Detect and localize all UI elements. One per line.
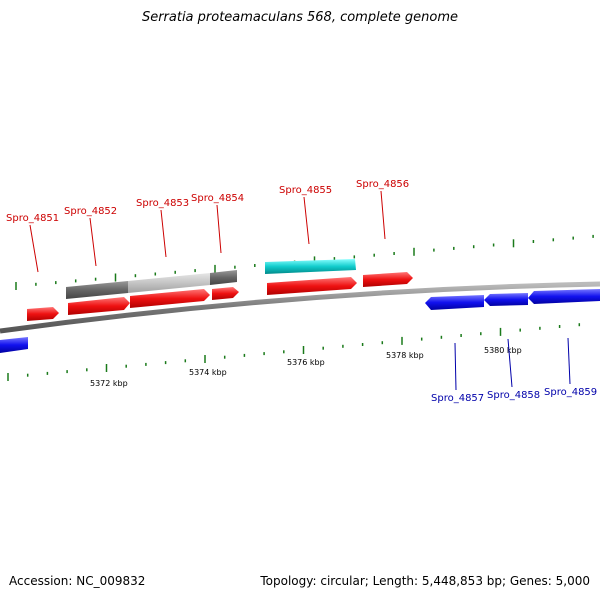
gene-label-spro-4851: Spro_4851 xyxy=(6,213,59,224)
accession-text: Accession: NC_009832 xyxy=(9,574,146,588)
ruler-label: 5374 kbp xyxy=(189,368,227,377)
forward-leaders xyxy=(29,190,386,273)
gene-arrow xyxy=(68,297,130,315)
gene-arrow xyxy=(267,277,357,295)
gene-label-spro-4852: Spro_4852 xyxy=(64,206,117,217)
reverse-genes xyxy=(0,289,600,353)
gene-label-spro-4854: Spro_4854 xyxy=(191,193,244,204)
ruler-ticks xyxy=(7,323,581,381)
gene-label-spro-4856: Spro_4856 xyxy=(356,179,409,190)
gene-arrow xyxy=(130,289,210,308)
cyan-feature xyxy=(265,259,356,274)
ruler-label: 5380 kbp xyxy=(484,346,522,355)
gene-label-spro-4855: Spro_4855 xyxy=(279,185,332,196)
gene-arrow xyxy=(212,287,239,300)
gene-label-spro-4859: Spro_4859 xyxy=(544,387,597,398)
gene-label-spro-4858: Spro_4858 xyxy=(487,390,540,401)
gene-arrow xyxy=(0,337,28,353)
ruler-label: 5378 kbp xyxy=(386,351,424,360)
reverse-leaders xyxy=(454,337,571,391)
gene-arrow xyxy=(484,293,528,306)
gene-arrow xyxy=(363,272,413,287)
forward-genes xyxy=(27,272,413,321)
gene-label-spro-4857: Spro_4857 xyxy=(431,393,484,404)
gene-label-spro-4853: Spro_4853 xyxy=(136,198,189,209)
gene-arrow xyxy=(27,307,59,321)
ruler-label: 5372 kbp xyxy=(90,379,128,388)
ruler-label: 5376 kbp xyxy=(287,358,325,367)
genome-summary-text: Topology: circular; Length: 5,448,853 bp… xyxy=(260,574,590,588)
gene-arrow xyxy=(425,295,484,310)
grey-feature xyxy=(66,270,237,299)
genome-backbone xyxy=(0,281,600,334)
map-title: Serratia proteamaculans 568, complete ge… xyxy=(141,10,459,25)
gene-arrow xyxy=(528,289,600,304)
